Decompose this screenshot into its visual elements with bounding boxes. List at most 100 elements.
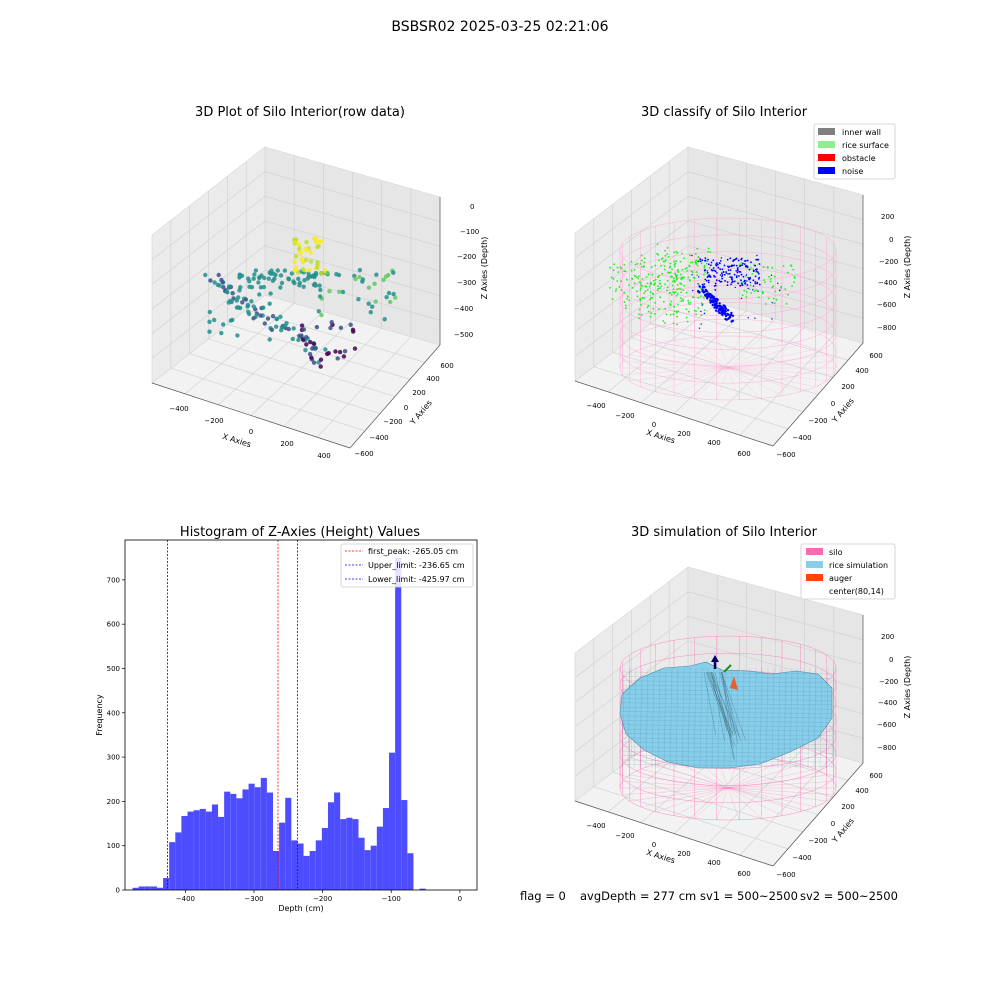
noise-point bbox=[746, 280, 748, 282]
rice-surface-point bbox=[651, 296, 654, 299]
silo-spoke bbox=[727, 367, 762, 399]
data-point bbox=[313, 283, 318, 288]
data-point bbox=[297, 246, 302, 251]
data-point bbox=[226, 300, 231, 305]
simulation-plot-title: 3D simulation of Silo Interior bbox=[631, 525, 818, 540]
rice-surface-point bbox=[640, 266, 643, 268]
rice-surface-point bbox=[696, 265, 699, 267]
histogram-bar bbox=[144, 886, 151, 890]
rice-surface-point bbox=[793, 281, 795, 284]
noise-point bbox=[728, 315, 732, 319]
data-point bbox=[296, 276, 301, 281]
rice-surface-point bbox=[687, 310, 690, 313]
noise-point bbox=[711, 269, 714, 272]
noise-point bbox=[719, 274, 722, 276]
data-point bbox=[304, 342, 309, 347]
silo-spoke bbox=[622, 367, 729, 375]
rice-surface-point bbox=[664, 307, 666, 310]
noise-point bbox=[717, 266, 720, 269]
data-point bbox=[227, 284, 232, 289]
data-point bbox=[356, 297, 361, 302]
rice-surface-point bbox=[741, 294, 744, 297]
noise-point bbox=[754, 275, 757, 278]
data-point bbox=[337, 349, 343, 355]
rice-surface-point bbox=[640, 284, 643, 287]
noise-point bbox=[747, 277, 749, 279]
noise-point bbox=[734, 286, 736, 289]
rice-surface-point bbox=[643, 257, 646, 260]
noise-point bbox=[713, 285, 716, 287]
rice-surface-point bbox=[664, 322, 666, 324]
noise-point bbox=[721, 268, 724, 271]
noise-point bbox=[709, 296, 712, 299]
noise-point bbox=[730, 283, 732, 286]
y-tick-label: 400 bbox=[855, 367, 868, 375]
y-tick-label: −600 bbox=[354, 450, 373, 458]
data-point bbox=[269, 327, 275, 332]
noise-point bbox=[721, 277, 724, 280]
silo-spoke bbox=[629, 787, 729, 802]
rice-surface-point bbox=[750, 292, 753, 294]
histogram-bar bbox=[260, 777, 267, 890]
y-tick-label: −400 bbox=[369, 434, 388, 442]
data-point bbox=[304, 247, 310, 252]
rice-surface-point bbox=[694, 260, 697, 263]
x-axis-line bbox=[151, 382, 351, 449]
rice-surface-point bbox=[679, 297, 682, 300]
rice-surface-point bbox=[686, 267, 688, 269]
rice-surface-point bbox=[664, 283, 666, 286]
rice-surface-point bbox=[633, 269, 636, 271]
data-point bbox=[368, 310, 373, 315]
noise-point bbox=[701, 288, 704, 291]
noise-point bbox=[750, 261, 752, 264]
rice-surface-point bbox=[647, 304, 650, 307]
noise-point bbox=[746, 284, 749, 286]
rice-surface-point bbox=[685, 291, 688, 294]
rice-surface-point bbox=[692, 276, 695, 279]
data-point bbox=[370, 304, 375, 309]
rice-surface-point bbox=[626, 297, 629, 300]
surface-mesh-line bbox=[621, 733, 833, 736]
silo-spoke bbox=[655, 787, 729, 812]
rice-surface-point bbox=[651, 273, 654, 276]
data-point bbox=[315, 260, 320, 265]
silo-spoke bbox=[640, 787, 729, 807]
data-point bbox=[207, 329, 212, 334]
noise-point bbox=[739, 284, 742, 287]
rice-surface-point bbox=[794, 277, 796, 279]
noise-point bbox=[718, 262, 721, 264]
noise-point bbox=[714, 276, 716, 278]
simulation-y-ticks: −600 −400 −200 0 200 400 600 bbox=[776, 772, 882, 879]
noise-point bbox=[707, 281, 710, 284]
surface-mesh-line bbox=[705, 671, 731, 738]
grid-line bbox=[669, 309, 849, 361]
noise-point bbox=[730, 311, 733, 315]
rice-surface-point bbox=[654, 313, 656, 315]
y-tick-label: 0 bbox=[116, 887, 120, 895]
simulation-legend: silo rice simulation auger center(80,14) bbox=[800, 543, 896, 600]
figure-suptitle: BSBSR02 2025-03-25 02:21:06 bbox=[391, 19, 608, 35]
surface-mesh-line bbox=[721, 671, 746, 741]
histogram-bar bbox=[193, 810, 200, 890]
data-point bbox=[208, 278, 213, 283]
silo-spoke bbox=[727, 344, 801, 369]
noise-point bbox=[737, 259, 740, 262]
histogram-bar bbox=[138, 886, 145, 890]
grid-line bbox=[574, 196, 689, 283]
noise-point bbox=[714, 270, 717, 273]
rice-surface-point bbox=[683, 284, 686, 287]
surface-mesh-line bbox=[707, 671, 736, 747]
noise-point bbox=[708, 274, 711, 276]
rice-surface-point bbox=[774, 290, 777, 293]
rice-surface-point bbox=[689, 279, 691, 281]
noise-point bbox=[771, 302, 773, 304]
y-tick-label: 400 bbox=[107, 709, 120, 717]
noise-point bbox=[731, 319, 734, 322]
rice-surface-point bbox=[646, 306, 649, 309]
data-point bbox=[302, 278, 307, 283]
noise-point bbox=[691, 274, 693, 276]
rice-surface-point bbox=[672, 277, 675, 280]
rice-surface-point bbox=[669, 271, 672, 274]
grid-line bbox=[264, 171, 441, 222]
rice-surface-point bbox=[660, 285, 662, 288]
